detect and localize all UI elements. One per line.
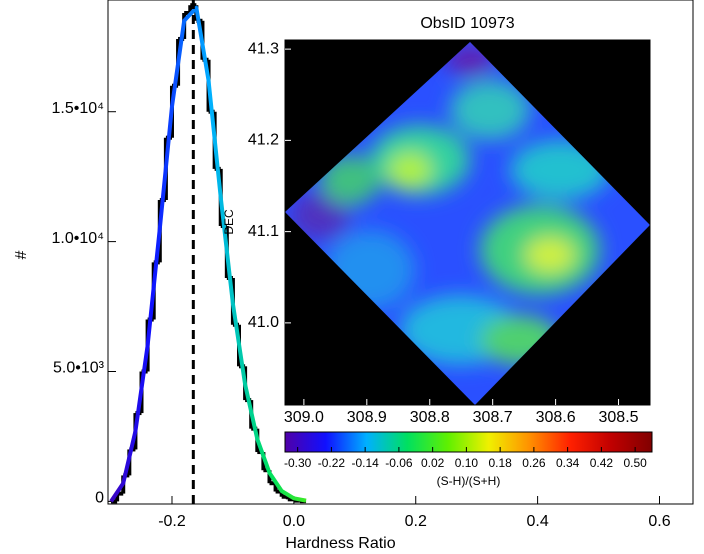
y-tick-label: 0	[95, 490, 104, 507]
colorbar-tick-label: 0.26	[522, 456, 546, 470]
y-tick-label: 5.0•10³	[53, 360, 105, 377]
fit-curve	[109, 5, 307, 503]
inset-y-tick-label: 41.2	[248, 132, 279, 149]
colorbar-label: (S-H)/(S+H)	[437, 474, 501, 488]
x-tick-label: 0.2	[405, 513, 427, 530]
inset-map: ObsID 10973 DEC 309.0 308.9 308.8 308.7 308.6 3…	[222, 15, 653, 488]
inset-y-tick-label: 41.0	[248, 314, 279, 331]
inset-x-tick-label: 308.9	[347, 409, 387, 426]
inset-x-tick-label: 308.8	[410, 409, 450, 426]
x-tick-label: -0.2	[158, 513, 186, 530]
y-tick-label: 1.0•10⁴	[51, 230, 104, 247]
colorbar-tick-label: -0.06	[385, 456, 413, 470]
colorbar-tick-label: -0.22	[318, 456, 346, 470]
colorbar	[284, 431, 653, 453]
colorbar-tick-label: -0.30	[284, 456, 312, 470]
x-tick-label: 0.6	[648, 513, 670, 530]
inset-x-tick-label: 309.0	[284, 409, 324, 426]
colorbar-tick-label: 0.42	[590, 456, 614, 470]
inset-x-tick-label: 308.5	[599, 409, 639, 426]
colorbar-tick-label: 0.50	[623, 456, 647, 470]
inset-y-label: DEC	[222, 209, 236, 235]
colorbar-tick-label: 0.02	[421, 456, 445, 470]
colorbar-tick-label: 0.10	[455, 456, 479, 470]
inset-y-tick-label: 41.3	[248, 40, 279, 57]
x-tick-label: 0.0	[283, 513, 305, 530]
inset-y-tick-label: 41.1	[248, 223, 279, 240]
colorbar-tick-label: -0.14	[351, 456, 379, 470]
y-tick-label: 1.5•10⁴	[51, 100, 104, 117]
x-tick-label: 0.4	[526, 513, 548, 530]
axes-frame	[107, 0, 694, 505]
inset-title: ObsID 10973	[420, 15, 514, 32]
inset-x-tick-label: 308.7	[473, 409, 513, 426]
y-axis-label: #	[13, 250, 30, 259]
colorbar-tick-label: 0.34	[556, 456, 580, 470]
map-frame	[284, 39, 651, 406]
colorbar-tick-label: 0.18	[488, 456, 512, 470]
x-axis-label: Hardness Ratio	[285, 535, 395, 552]
histogram-plot: -0.2 0.0 0.2 0.4 0.6 0 5.0•10³ 1.0•10⁴ 1.5•10⁴ Ha…	[13, 0, 694, 552]
inset-x-tick-label: 308.6	[536, 409, 576, 426]
